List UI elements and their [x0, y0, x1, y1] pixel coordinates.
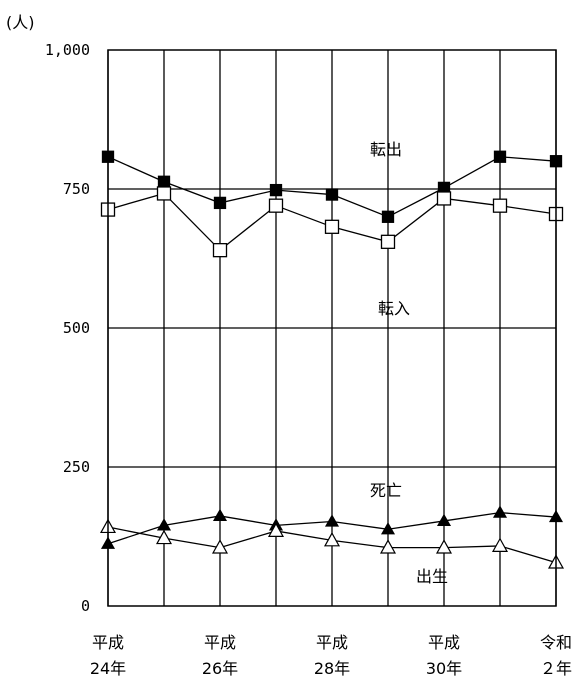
data-point	[267, 522, 285, 537]
data-point	[436, 191, 452, 206]
series-label-tenshutsu: 転出	[370, 140, 402, 159]
y-unit-label: (人)	[6, 13, 35, 32]
data-point	[491, 537, 509, 552]
data-point	[213, 196, 227, 210]
x-tick-label: ２年	[540, 659, 572, 678]
data-point	[435, 539, 453, 554]
data-point	[156, 186, 172, 201]
x-tick-label: 平成	[316, 633, 348, 652]
data-point	[157, 175, 171, 188]
data-point	[212, 243, 228, 258]
series-label-shussei: 出生	[416, 567, 448, 586]
plot-frame	[107, 49, 557, 607]
data-point	[155, 529, 173, 545]
y-tick-label: 250	[63, 458, 90, 476]
y-tick-labels: 1,000 750 500 250 0	[45, 41, 90, 615]
data-point	[325, 188, 339, 201]
series-label-tennyu: 転入	[378, 299, 410, 318]
x-tick-label: 24年	[90, 659, 126, 678]
y-tick-label: 1,000	[45, 41, 90, 59]
data-point	[380, 522, 396, 535]
data-point	[324, 219, 340, 234]
data-point	[492, 198, 508, 213]
data-point	[381, 210, 395, 223]
data-point	[380, 234, 396, 249]
data-point	[436, 513, 452, 527]
data-point	[268, 198, 284, 213]
x-tick-label: 平成	[204, 633, 236, 652]
y-tick-label: 500	[63, 319, 90, 337]
x-tick-label: 平成	[92, 633, 124, 652]
markers	[99, 150, 565, 569]
series-label-shibo: 死亡	[370, 481, 402, 500]
data-point	[379, 539, 397, 554]
data-point	[211, 539, 229, 554]
x-tick-label: 平成	[428, 633, 460, 652]
x-tick-label: 令和	[540, 633, 572, 652]
x-tick-labels: 平成 24年 平成 26年 平成 28年 平成 30年 令和 ２年	[90, 633, 572, 678]
data-point	[323, 531, 341, 547]
data-point	[492, 505, 508, 518]
series-labels: 転出 転入 死亡 出生	[370, 140, 448, 586]
x-tick-label: 30年	[426, 659, 462, 678]
data-point	[493, 150, 507, 163]
data-point	[324, 514, 340, 527]
y-tick-label: 0	[81, 597, 90, 615]
y-tick-label: 750	[63, 180, 90, 198]
x-tick-label: 28年	[314, 659, 350, 678]
data-point	[212, 508, 228, 522]
data-point	[269, 183, 283, 197]
x-tick-label: 26年	[202, 659, 238, 678]
